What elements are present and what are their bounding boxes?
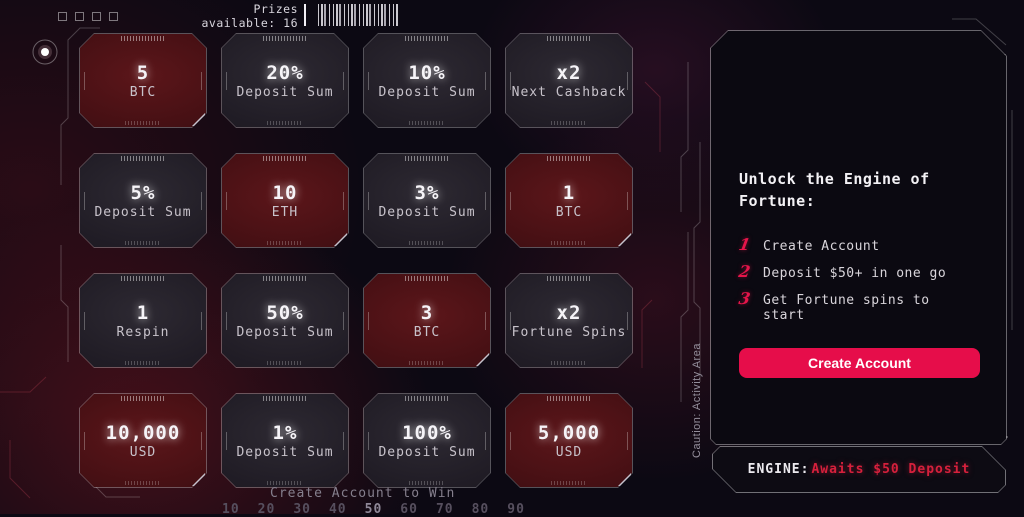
tile-value: 1 — [562, 181, 576, 204]
prize-tile-5pct-deposit: 5% Deposit Sum — [79, 153, 207, 248]
prize-tile-5-btc: 5 BTC — [79, 33, 207, 128]
corner-markers-icon — [58, 12, 118, 21]
prize-tile-10-eth: 10 ETH — [221, 153, 349, 248]
ruler-strip: 10 20 30 40 50 60 70 80 90 — [222, 502, 525, 517]
engine-status-label: ENGINE: — [747, 462, 810, 477]
step-text: Create Account — [763, 238, 880, 254]
prize-tile-3-btc: 3 BTC — [363, 273, 491, 368]
engine-status-value: Awaits $50 Deposit — [811, 462, 971, 477]
tile-label: Respin — [116, 324, 170, 340]
step-item-1: 1 Create Account — [739, 235, 978, 254]
step-number: 3 — [737, 288, 752, 308]
tile-label: Deposit Sum — [236, 324, 334, 340]
prize-tile-10pct-deposit: 10% Deposit Sum — [363, 33, 491, 128]
tile-label: Deposit Sum — [236, 444, 334, 460]
prizes-label: Prizes — [253, 2, 298, 16]
topbar-divider — [304, 4, 306, 26]
tile-label: BTC — [413, 324, 441, 340]
prize-tile-x2-spins: x2 Fortune Spins — [505, 273, 633, 368]
create-account-button[interactable]: Create Account — [739, 348, 980, 378]
tile-label: BTC — [555, 204, 583, 220]
prizes-count: available: 16 — [201, 16, 298, 31]
tile-label: BTC — [129, 84, 157, 100]
tile-label: Deposit Sum — [236, 84, 334, 100]
tile-label: Next Cashback — [511, 84, 627, 100]
prize-tile-5000-usd: 5,000 USD — [505, 393, 633, 488]
prize-tile-x2-cashback: x2 Next Cashback — [505, 33, 633, 128]
prize-tile-1-btc: 1 BTC — [505, 153, 633, 248]
tile-value: 5,000 — [537, 421, 601, 444]
prize-tile-1-respin: 1 Respin — [79, 273, 207, 368]
step-text: Deposit $50+ in one go — [763, 265, 947, 281]
tile-label: Deposit Sum — [94, 204, 192, 220]
step-item-2: 2 Deposit $50+ in one go — [739, 262, 978, 281]
step-item-3: 3 Get Fortune spins to start — [739, 289, 978, 323]
tile-value: 10 — [272, 181, 298, 204]
tile-label: USD — [555, 444, 583, 460]
prizes-available: Prizes available: 16 — [186, 2, 298, 31]
prize-tile-3pct-deposit: 3% Deposit Sum — [363, 153, 491, 248]
beacon-ring-icon — [32, 39, 58, 65]
tile-value: 1% — [272, 421, 298, 444]
step-text: Get Fortune spins to start — [763, 292, 930, 323]
tile-label: Deposit Sum — [378, 204, 476, 220]
tile-value: 1 — [136, 301, 150, 324]
tile-label: Deposit Sum — [378, 84, 476, 100]
prize-tile-10000-usd: 10,000 USD — [79, 393, 207, 488]
tile-value: 100% — [402, 421, 452, 444]
grid-footer-note: Create Account to Win — [270, 486, 456, 501]
tile-label: USD — [129, 444, 157, 460]
step-number: 2 — [737, 261, 752, 281]
step-number: 1 — [737, 234, 752, 254]
tile-value: 3 — [420, 301, 434, 324]
barcode-icon — [318, 4, 398, 26]
prize-tile-100pct-deposit: 100% Deposit Sum — [363, 393, 491, 488]
tile-value: x2 — [556, 301, 582, 324]
tile-label: Fortune Spins — [511, 324, 627, 340]
tile-label: Deposit Sum — [378, 444, 476, 460]
side-panel: Unlock the Engine of Fortune: 1 Create A… — [710, 30, 1007, 445]
prize-tile-1pct-deposit: 1% Deposit Sum — [221, 393, 349, 488]
tile-value: 5 — [136, 61, 150, 84]
beacon-dot-icon — [41, 48, 49, 56]
tile-value: 3% — [414, 181, 440, 204]
tile-value: 20% — [266, 61, 304, 84]
prize-tile-50pct-deposit: 50% Deposit Sum — [221, 273, 349, 368]
tile-value: x2 — [556, 61, 582, 84]
tile-value: 5% — [130, 181, 156, 204]
tile-value: 10% — [408, 61, 446, 84]
engine-status-box: ENGINE: Awaits $50 Deposit — [712, 446, 1006, 493]
panel-heading: Unlock the Engine of Fortune: — [739, 170, 930, 210]
tile-value: 10,000 — [105, 421, 181, 444]
caution-activity-label: Caution: Activity Area — [691, 343, 703, 458]
tile-label: ETH — [271, 204, 299, 220]
prize-tile-20pct-deposit: 20% Deposit Sum — [221, 33, 349, 128]
tile-value: 50% — [266, 301, 304, 324]
